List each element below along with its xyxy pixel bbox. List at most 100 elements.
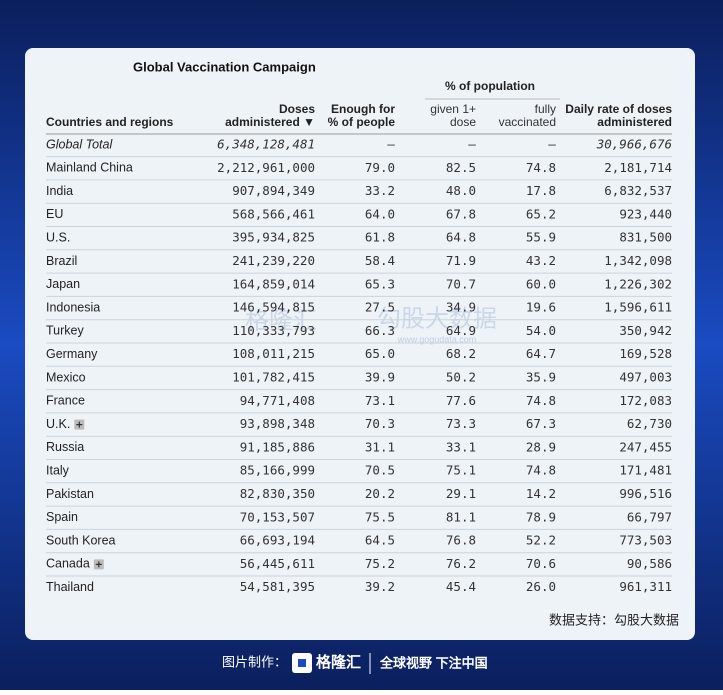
cell: 50.2 (446, 370, 476, 385)
row-name: EU (46, 207, 63, 221)
cell: 146,594,815 (232, 300, 315, 315)
cell: 74.8 (526, 463, 556, 478)
cell: 172,083 (619, 393, 672, 408)
column-header: Daily rate of doses (565, 102, 672, 116)
cell: 73.3 (446, 416, 476, 431)
cell: 48.0 (446, 183, 476, 198)
cell: 70.3 (365, 416, 395, 431)
cell: 64.0 (365, 206, 395, 221)
cell: 66,693,194 (240, 533, 315, 548)
cell: 66.3 (365, 323, 395, 338)
cell: 39.2 (365, 579, 395, 594)
column-header: dose (450, 115, 476, 129)
row-name: Mexico (46, 370, 86, 384)
cell: 961,311 (619, 579, 672, 594)
cell: 20.2 (365, 486, 395, 501)
row-name: India (46, 184, 73, 198)
cell: 241,239,220 (232, 253, 315, 268)
row-name: Turkey (46, 324, 84, 338)
cell: 34.9 (446, 300, 476, 315)
row-name: Japan (46, 277, 80, 291)
cell: 94,771,408 (240, 393, 315, 408)
column-header: given 1+ (430, 102, 476, 116)
row-name: Russia (46, 440, 84, 454)
logo-text: 格隆汇 (316, 653, 361, 671)
cell: 52.2 (526, 533, 556, 548)
logo-icon-inner (298, 659, 306, 667)
cell: 76.8 (446, 533, 476, 548)
cell: 14.2 (526, 486, 556, 501)
title: Global Vaccination Campaign (133, 59, 316, 74)
row-name: Mainland China (46, 161, 133, 175)
cell: 76.2 (446, 556, 476, 571)
cell: 2,212,961,000 (217, 160, 315, 175)
cell: 75.2 (365, 556, 395, 571)
cell: 78.9 (526, 509, 556, 524)
cell: 27.5 (365, 300, 395, 315)
cell: 54,581,395 (240, 579, 315, 594)
watermark: 勾股大数据 (377, 305, 497, 332)
cell: 70.6 (526, 556, 556, 571)
cell: 29.1 (446, 486, 476, 501)
cell: 74.8 (526, 393, 556, 408)
cell: 56,445,611 (240, 556, 315, 571)
group-header: % of population (445, 79, 535, 93)
cell: 395,934,825 (232, 230, 315, 245)
cell: 6,832,537 (604, 183, 672, 198)
column-header: vaccinated (499, 115, 556, 129)
cell: 65.2 (526, 206, 556, 221)
card (25, 48, 695, 640)
slogan: 全球视野 下注中国 (379, 655, 488, 670)
cell: 73.1 (365, 393, 395, 408)
cell: 65.3 (365, 276, 395, 291)
cell: 81.1 (446, 509, 476, 524)
made-by: 图片制作： (222, 654, 287, 669)
cell: – (547, 137, 556, 152)
cell: 497,003 (619, 370, 672, 385)
row-name: Indonesia (46, 300, 100, 314)
cell: 773,503 (619, 533, 672, 548)
cell: 31.1 (365, 439, 395, 454)
cell: 65.0 (365, 346, 395, 361)
cell: 71.9 (446, 253, 476, 268)
watermark-url: www.gogudata.com (397, 334, 477, 344)
cell: 33.2 (365, 183, 395, 198)
cell: – (467, 137, 476, 152)
cell: 82,830,350 (240, 486, 315, 501)
cell: 54.0 (526, 323, 556, 338)
cell: 110,333,793 (232, 323, 315, 338)
source: 数据支持：勾股大数据 (549, 612, 679, 627)
column-header: Enough for (331, 102, 395, 116)
row-name: U.K. (46, 417, 70, 431)
cell: 70.5 (365, 463, 395, 478)
cell: 169,528 (619, 346, 672, 361)
cell: 91,185,886 (240, 439, 315, 454)
cell: 75.5 (365, 509, 395, 524)
row-name: France (46, 394, 85, 408)
row-name: South Korea (46, 533, 116, 547)
cell: 79.0 (365, 160, 395, 175)
row-name: Spain (46, 510, 78, 524)
cell: 77.6 (446, 393, 476, 408)
cell: 58.4 (365, 253, 395, 268)
cell: 35.9 (526, 370, 556, 385)
row-name: U.S. (46, 230, 70, 244)
cell: 907,894,349 (232, 183, 315, 198)
cell: 101,782,415 (232, 370, 315, 385)
row-name: Global Total (46, 137, 113, 151)
cell: 171,481 (619, 463, 672, 478)
cell: 55.9 (526, 230, 556, 245)
cell: 1,342,098 (604, 253, 672, 268)
row-name: Canada (46, 557, 90, 571)
cell: 43.2 (526, 253, 556, 268)
cell: 64.8 (446, 230, 476, 245)
row-name: Germany (46, 347, 98, 361)
cell: 64.5 (365, 533, 395, 548)
cell: 68.2 (446, 346, 476, 361)
cell: 17.8 (526, 183, 556, 198)
cell: 33.1 (446, 439, 476, 454)
cell: 28.9 (526, 439, 556, 454)
column-header: Doses (279, 102, 315, 116)
